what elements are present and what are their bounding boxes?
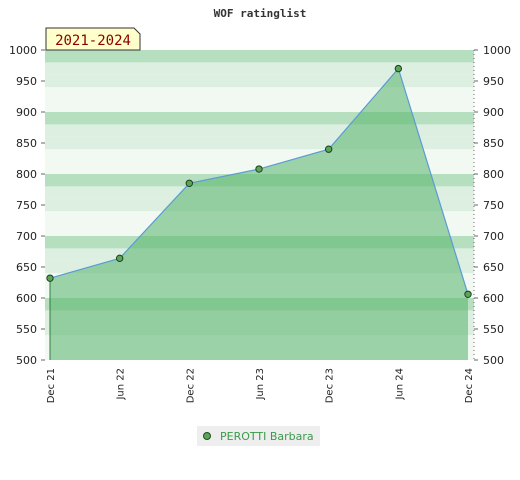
chart-title: WOF ratinglist: [214, 7, 307, 20]
y-tick-label-right: 750: [483, 199, 504, 212]
axes: 500 500 550 550 600 600 650 650 700 700 750 750 800 8…: [9, 44, 511, 403]
x-tick-label: Jun 22: [116, 368, 127, 401]
y-tick-label-right: 650: [483, 261, 504, 274]
data-point: [255, 165, 263, 173]
data-point: [46, 274, 54, 282]
data-point: [115, 254, 124, 263]
y-tick-label-right: 950: [483, 75, 504, 88]
year-badge: 2021-2024: [45, 27, 141, 51]
x-tick-label: Dec 23: [325, 368, 336, 403]
x-tick-label: Dec 24: [464, 368, 475, 403]
y-tick-label-left: 700: [16, 230, 37, 243]
y-tick-label-right: 900: [483, 106, 504, 119]
y-tick-label-left: 600: [16, 292, 37, 305]
data-point: [324, 145, 333, 153]
y-tick-label-left: 800: [16, 168, 37, 181]
y-tick-label-left: 1000: [9, 44, 37, 57]
y-tick-label-right: 1000: [483, 44, 511, 57]
x-tick-label: Dec 21: [46, 368, 57, 403]
legend-marker-icon: [203, 432, 211, 440]
y-tick-label-left: 550: [16, 323, 37, 336]
y-tick-label-left: 650: [16, 261, 37, 274]
grid-band: [45, 50, 474, 63]
y-tick-label-left: 750: [16, 199, 37, 212]
grid-band: [45, 74, 474, 88]
y-tick-label-left: 500: [16, 354, 37, 367]
x-tick-label: Jun 24: [394, 368, 405, 401]
y-tick-label-right: 500: [483, 354, 504, 367]
legend-label: PEROTTI Barbara: [220, 429, 314, 443]
data-marks: [46, 64, 472, 298]
year-badge-text: 2021-2024: [55, 33, 131, 49]
y-tick-label-left: 900: [16, 106, 37, 119]
y-tick-label-right: 850: [483, 137, 504, 150]
data-point: [394, 64, 403, 73]
y-tick-label-left: 850: [16, 137, 37, 150]
x-tick-label: Dec 22: [185, 368, 196, 403]
grid-band: [45, 62, 474, 75]
data-point: [464, 290, 472, 298]
y-tick-label-left: 950: [16, 75, 37, 88]
x-tick-label: Jun 23: [255, 368, 266, 401]
y-tick-label-right: 800: [483, 168, 504, 181]
y-tick-label-right: 550: [483, 323, 504, 336]
data-point: [185, 179, 194, 188]
y-tick-label-right: 700: [483, 230, 504, 243]
series-area: [50, 68, 468, 360]
legend[interactable]: PEROTTI Barbara: [197, 426, 320, 446]
y-tick-label-right: 600: [483, 292, 504, 305]
grid-band: [45, 87, 474, 100]
